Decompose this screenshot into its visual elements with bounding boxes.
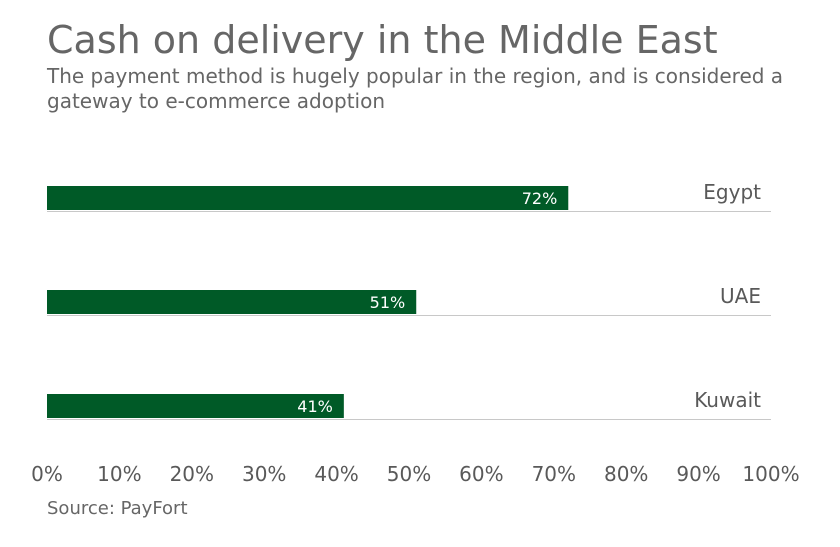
x-tick-label: 60% [459,462,503,486]
x-tick-label: 100% [742,462,799,486]
data-label: 51% [370,293,406,312]
x-tick-label: 10% [97,462,141,486]
x-tick-label: 40% [314,462,358,486]
x-tick-label: 20% [170,462,214,486]
category-label: UAE [720,284,761,308]
bar [47,394,344,418]
source-note: Source: PayFort [47,498,188,519]
x-tick-label: 50% [387,462,431,486]
bar [47,290,417,314]
x-tick-label: 90% [676,462,720,486]
chart-subtitle: The payment method is hugely popular in … [47,64,784,113]
category-label: Kuwait [694,388,761,412]
x-tick-label: 0% [31,462,63,486]
bar [47,186,569,210]
x-tick-label: 70% [532,462,576,486]
x-tick-label: 30% [242,462,286,486]
x-tick-label: 80% [604,462,648,486]
category-label: Egypt [703,180,761,204]
data-label: 72% [522,189,558,208]
chart-title: Cash on delivery in the Middle East [47,18,718,62]
data-label: 41% [297,397,333,416]
